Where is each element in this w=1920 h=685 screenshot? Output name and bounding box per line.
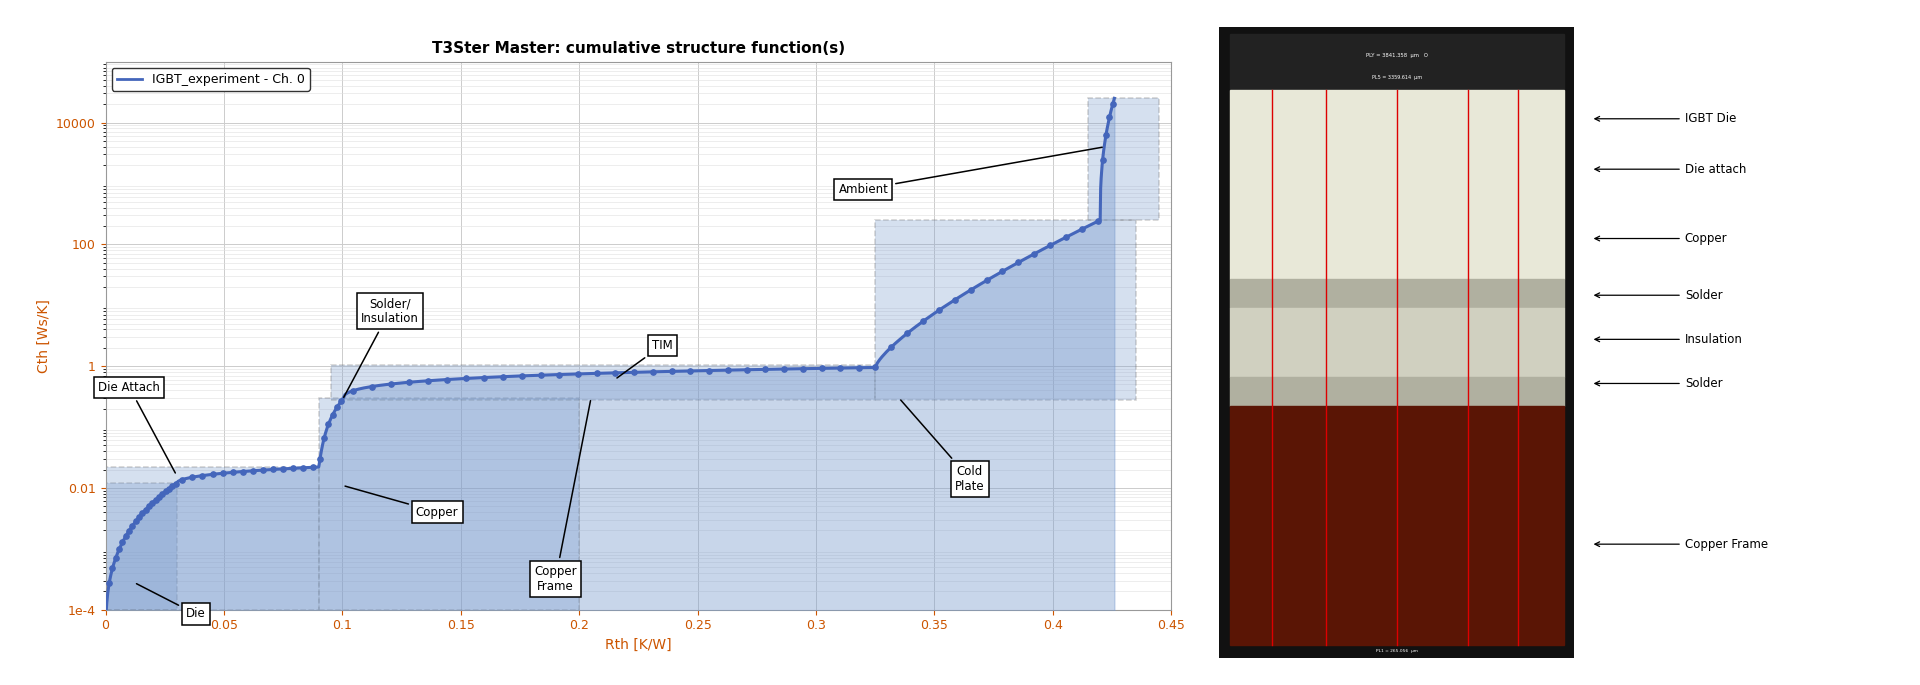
Text: PL5 = 3359.614  µm: PL5 = 3359.614 µm	[1371, 75, 1423, 80]
Bar	[1231, 279, 1563, 308]
Text: PLY = 3841.358  µm   O: PLY = 3841.358 µm O	[1365, 53, 1428, 58]
Text: Die attach: Die attach	[1596, 163, 1745, 175]
Text: TIM: TIM	[616, 339, 672, 378]
Bar	[319, 398, 580, 610]
Text: Solder: Solder	[1596, 289, 1722, 301]
Text: PL1 = 265.056  µm: PL1 = 265.056 µm	[1377, 649, 1417, 653]
Text: Solder: Solder	[1596, 377, 1722, 390]
Text: Solder/
Insulation: Solder/ Insulation	[344, 297, 419, 397]
Text: IGBT Die: IGBT Die	[1596, 112, 1736, 125]
Text: Copper: Copper	[346, 486, 459, 519]
Bar	[1231, 406, 1563, 645]
X-axis label: Rth [K/W]: Rth [K/W]	[605, 638, 672, 652]
Text: Insulation: Insulation	[1596, 333, 1743, 346]
Bar	[106, 483, 177, 610]
Y-axis label: Cth [Ws/K]: Cth [Ws/K]	[36, 299, 50, 373]
Text: Cold
Plate: Cold Plate	[900, 400, 985, 493]
Legend: IGBT_experiment - Ch. 0: IGBT_experiment - Ch. 0	[111, 68, 309, 91]
Text: Copper
Frame: Copper Frame	[534, 401, 591, 593]
Text: Die Attach: Die Attach	[98, 381, 175, 473]
Bar	[1231, 377, 1563, 406]
Text: Copper: Copper	[1596, 232, 1728, 245]
Text: Die: Die	[136, 584, 205, 621]
Text: Ambient: Ambient	[839, 147, 1102, 196]
Bar	[1231, 308, 1563, 377]
Bar	[876, 220, 1137, 400]
Bar	[106, 467, 319, 610]
Text: Copper Frame: Copper Frame	[1596, 538, 1768, 551]
Bar	[330, 365, 876, 400]
Title: T3Ster Master: cumulative structure function(s): T3Ster Master: cumulative structure func…	[432, 41, 845, 56]
Bar	[1231, 90, 1563, 279]
Bar	[1089, 99, 1160, 220]
Bar	[1231, 34, 1563, 90]
